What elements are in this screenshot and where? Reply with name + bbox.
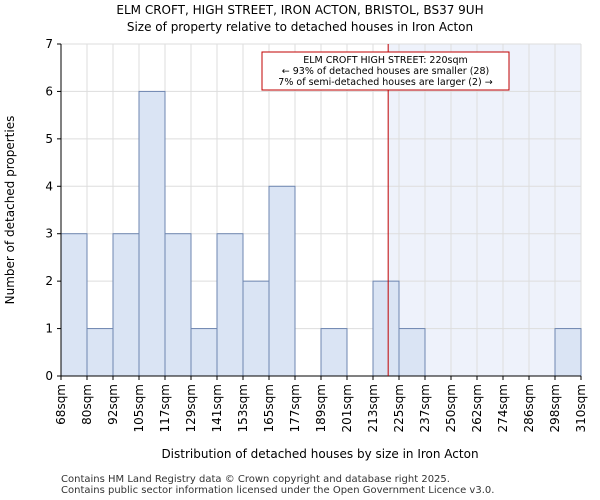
histogram-bar bbox=[60, 233, 88, 377]
footer-licence: Contains public sector information licen… bbox=[61, 485, 495, 496]
chart-title: ELM CROFT, HIGH STREET, IRON ACTON, BRIS… bbox=[116, 3, 484, 17]
histogram-bar bbox=[138, 90, 166, 377]
x-axis-label: Distribution of detached houses by size … bbox=[161, 447, 478, 461]
x-tick-label: 117sqm bbox=[158, 384, 172, 432]
x-tick-label: 129sqm bbox=[184, 384, 198, 432]
histogram-bar bbox=[216, 233, 244, 377]
highlight-region bbox=[388, 44, 581, 376]
y-tick-label: 0 bbox=[45, 369, 53, 383]
x-tick-label: 80sqm bbox=[80, 384, 94, 425]
x-tick-label: 177sqm bbox=[288, 384, 302, 432]
annotation-line: ELM CROFT HIGH STREET: 220sqm bbox=[303, 55, 468, 66]
y-tick-label: 2 bbox=[45, 274, 53, 288]
chart-subtitle: Size of property relative to detached ho… bbox=[126, 20, 474, 34]
x-tick-label: 153sqm bbox=[236, 384, 250, 432]
annotation-line: ← 93% of detached houses are smaller (28… bbox=[282, 66, 489, 77]
histogram-bar bbox=[398, 328, 426, 377]
x-tick-label: 189sqm bbox=[314, 384, 328, 432]
y-tick-label: 7 bbox=[45, 37, 53, 51]
x-tick-label: 213sqm bbox=[366, 384, 380, 432]
x-tick-label: 92sqm bbox=[106, 384, 120, 425]
y-tick-label: 4 bbox=[45, 179, 53, 193]
y-axis-label: Number of detached properties bbox=[3, 116, 17, 305]
histogram-bar bbox=[86, 328, 114, 377]
x-tick-label: 68sqm bbox=[54, 384, 68, 425]
x-tick-label: 165sqm bbox=[262, 384, 276, 432]
x-tick-label: 237sqm bbox=[418, 384, 432, 432]
y-tick-label: 1 bbox=[45, 322, 53, 336]
x-tick-label: 310sqm bbox=[574, 384, 588, 432]
x-tick-label: 201sqm bbox=[340, 384, 354, 432]
histogram-bar bbox=[242, 280, 270, 377]
x-tick-label: 262sqm bbox=[470, 384, 484, 432]
annotation-box bbox=[261, 51, 510, 91]
histogram-bar bbox=[190, 328, 218, 377]
x-tick-label: 225sqm bbox=[392, 384, 406, 432]
x-tick-label: 105sqm bbox=[132, 384, 146, 432]
y-tick-label: 6 bbox=[45, 84, 53, 98]
y-tick-label: 3 bbox=[45, 227, 53, 241]
histogram-bar bbox=[112, 233, 140, 377]
x-tick-label: 274sqm bbox=[496, 384, 510, 432]
footer-copyright: Contains HM Land Registry data © Crown c… bbox=[61, 474, 450, 485]
x-tick-label: 141sqm bbox=[210, 384, 224, 432]
y-tick-label: 5 bbox=[45, 132, 53, 146]
histogram-bar bbox=[320, 328, 348, 377]
histogram-bar bbox=[268, 185, 296, 377]
annotation-line: 7% of semi-detached houses are larger (2… bbox=[278, 77, 492, 88]
histogram-bar bbox=[372, 280, 400, 377]
x-tick-label: 286sqm bbox=[522, 384, 536, 432]
x-tick-label: 250sqm bbox=[444, 384, 458, 432]
histogram-bar bbox=[164, 233, 192, 377]
histogram-bar bbox=[554, 328, 582, 377]
x-tick-label: 298sqm bbox=[548, 384, 562, 432]
